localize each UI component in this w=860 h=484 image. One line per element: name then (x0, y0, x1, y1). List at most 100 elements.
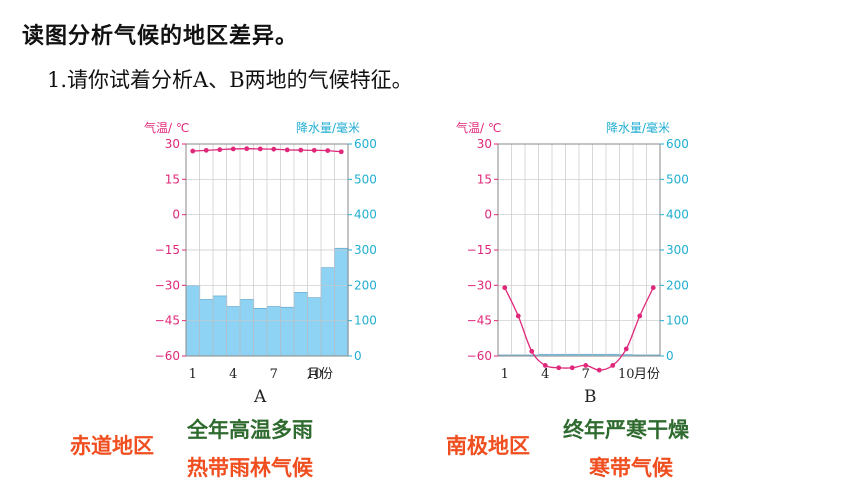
temperature-point (311, 147, 317, 153)
precip-bar (293, 292, 309, 357)
temp-tick-label: −60 (155, 349, 180, 363)
precip-axis-title: 降水量/毫米 (606, 120, 670, 135)
month-tick-label: 10 (306, 367, 323, 382)
temp-tick-label: 30 (165, 137, 180, 151)
temperature-point (569, 365, 575, 371)
precip-axis-title: 降水量/毫米 (296, 120, 360, 135)
temperature-point (596, 367, 602, 373)
month-ticks: 1 4 7 10 (501, 367, 635, 382)
precip-tick-label: 600 (354, 137, 377, 151)
precip-tick-label: 0 (354, 349, 362, 363)
month-ticks: 1 4 7 10 (189, 367, 323, 382)
month-tick-label: 4 (229, 367, 237, 382)
temp-tick-label: −15 (467, 243, 492, 257)
temp-tick-label: 30 (477, 137, 492, 151)
temperature-point (338, 149, 344, 155)
temp-tick-label: −45 (467, 314, 492, 328)
temp-tick-label: 15 (165, 172, 180, 186)
precip-tick-label: 600 (666, 137, 689, 151)
temp-tick-label: 15 (477, 172, 492, 186)
climate-feature-a: 全年高温多雨 (187, 418, 313, 442)
temperature-point (217, 147, 223, 153)
temperature-point (271, 146, 277, 152)
precip-bar (280, 306, 295, 357)
page-heading: 读图分析气候的地区差异。 (22, 24, 299, 49)
temperature-point (244, 146, 250, 152)
month-tick-label: 7 (270, 367, 278, 382)
precip-tick-label: 500 (354, 172, 377, 186)
temp-tick-label: −60 (467, 349, 492, 363)
precip-tick-label: 400 (354, 208, 377, 222)
climate-type-b: 寒带气候 (589, 456, 673, 480)
temperature-line (502, 285, 656, 373)
temperature-point (650, 285, 656, 291)
month-tick-label: 7 (582, 367, 590, 382)
temperature-point (623, 346, 629, 352)
temperature-point (502, 285, 508, 291)
precip-bar (307, 297, 322, 357)
precip-bar (320, 267, 336, 357)
precip-tick-label: 200 (666, 278, 689, 292)
climate-chart-a-svg: 气温/ ℃ 降水量/毫米 30 15 0 −15 −30 −45 −60 600 500 400… (144, 120, 377, 406)
precip-tick-label: 100 (666, 314, 689, 328)
temperature-point (298, 147, 304, 153)
temperature-point (556, 365, 562, 371)
precip-bar (199, 299, 214, 357)
precip-bar (212, 295, 228, 357)
temperature-point (284, 147, 290, 153)
temp-tick-label: −15 (155, 243, 180, 257)
precip-bar (253, 308, 268, 357)
temperature-point (515, 313, 521, 319)
grid (497, 143, 661, 357)
precip-ticks: 600 500 400 300 200 100 0 (660, 137, 689, 363)
precip-bar (226, 306, 241, 357)
chart-label-b: B (584, 387, 597, 406)
climate-chart-a: 气温/ ℃ 降水量/毫米 30 15 0 −15 −30 −45 −60 600 500 400… (140, 116, 400, 406)
month-unit-label: 月份 (307, 367, 333, 382)
precip-tick-label: 200 (354, 278, 377, 292)
chart-label-a: A (253, 387, 267, 406)
month-unit-label: 月份 (634, 367, 660, 382)
temp-tick-label: 0 (484, 208, 492, 222)
precip-tick-label: 500 (666, 172, 689, 186)
temperature-curve (504, 287, 654, 371)
temperature-point (529, 348, 535, 354)
temp-ticks: 30 15 0 −15 −30 −45 −60 (155, 137, 186, 363)
precip-bar (334, 247, 349, 357)
temperature-point (637, 313, 643, 319)
temp-ticks: 30 15 0 −15 −30 −45 −60 (467, 137, 498, 363)
temp-tick-label: −30 (467, 278, 492, 292)
temperature-point (610, 363, 616, 368)
temp-axis-title: 气温/ ℃ (144, 120, 189, 135)
temp-tick-label: 0 (172, 208, 180, 222)
temperature-point (583, 363, 589, 368)
climate-chart-b-svg: 气温/ ℃ 降水量/毫米 30 15 0 −15 −30 −45 −60 600 500 400… (456, 120, 689, 406)
precip-tick-label: 0 (666, 349, 674, 363)
month-tick-label: 1 (501, 367, 509, 382)
temperature-point (325, 148, 331, 153)
temperature-point (203, 147, 209, 153)
precip-bar (266, 306, 282, 357)
temperature-point (190, 148, 196, 154)
temperature-line (190, 146, 344, 155)
region-b: 南极地区 (446, 434, 530, 458)
precip-tick-label: 100 (354, 314, 377, 328)
month-tick-label: 10 (618, 367, 635, 382)
precip-ticks: 600 500 400 300 200 100 0 (348, 137, 377, 363)
temp-axis-title: 气温/ ℃ (456, 120, 501, 135)
month-tick-label: 4 (541, 367, 549, 382)
climate-feature-b: 终年严寒干燥 (563, 418, 689, 442)
climate-chart-b: 气温/ ℃ 降水量/毫米 30 15 0 −15 −30 −45 −60 600 500 400… (452, 116, 712, 406)
region-a: 赤道地区 (70, 434, 154, 458)
climate-type-a: 热带雨林气候 (187, 456, 313, 480)
precip-tick-label: 400 (666, 208, 689, 222)
precip-tick-label: 300 (666, 243, 689, 257)
temp-tick-label: −30 (155, 278, 180, 292)
precip-tick-label: 300 (354, 243, 377, 257)
question-text: 1.请你试着分析A、B两地的气候特征。 (47, 68, 413, 92)
temp-tick-label: −45 (155, 314, 180, 328)
precip-bar (239, 299, 255, 357)
temperature-point (542, 363, 548, 368)
temperature-point (230, 146, 236, 152)
month-tick-label: 1 (189, 367, 197, 382)
